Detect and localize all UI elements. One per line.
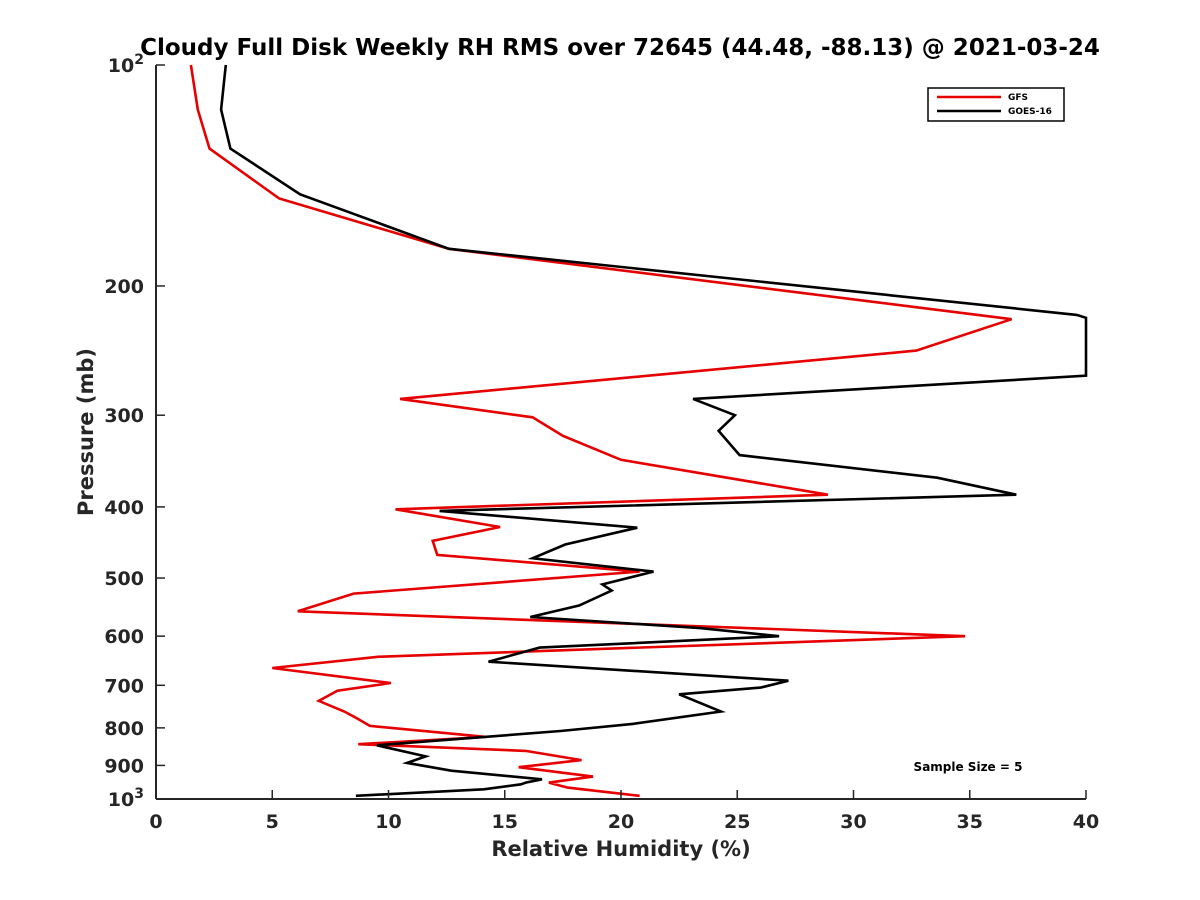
y-tick-label: 900: [104, 755, 144, 777]
x-tick-label: 20: [608, 811, 634, 833]
legend-label-goes16: GOES-16: [1008, 107, 1052, 117]
series-layer: [189, 64, 1088, 798]
y-tick-label: 600: [104, 626, 144, 648]
x-tick-label: 0: [149, 811, 162, 833]
x-tick-label: 10: [375, 811, 401, 833]
sample-size-annotation: Sample Size = 5: [914, 760, 1023, 774]
y-axis-label: Pressure (mb): [74, 348, 98, 516]
x-tick-label: 15: [492, 811, 518, 833]
x-axis-label: Relative Humidity (%): [491, 837, 750, 861]
y-tick-label: 400: [104, 497, 144, 519]
y-tick-group: 102 200 300 400 500 600 700 800 900 103: [104, 52, 165, 811]
x-tick-label: 40: [1073, 811, 1099, 833]
x-tick-label: 5: [266, 811, 279, 833]
series-line-goes16: [219, 64, 1088, 798]
legend-box: [927, 87, 1065, 122]
y-tick-label: 500: [104, 568, 144, 590]
y-tick-label: 102: [108, 52, 144, 77]
x-tick-label: 35: [957, 811, 983, 833]
y-tick-label: 103: [108, 786, 144, 811]
x-tick-label: 30: [840, 811, 866, 833]
chart-title: Cloudy Full Disk Weekly RH RMS over 7264…: [140, 35, 1100, 61]
y-tick-label: 300: [104, 405, 144, 427]
y-tick-label: 800: [104, 718, 144, 740]
legend: GFS GOES-16: [927, 87, 1065, 122]
x-tick-group: 0 5 10 15 20 25 30 35 40: [149, 790, 1099, 833]
y-tick-label: 700: [104, 675, 144, 697]
x-tick-label: 25: [724, 811, 750, 833]
legend-label-gfs: GFS: [1008, 93, 1028, 103]
series-line-gfs: [189, 64, 1013, 798]
y-tick-label: 200: [104, 276, 144, 298]
